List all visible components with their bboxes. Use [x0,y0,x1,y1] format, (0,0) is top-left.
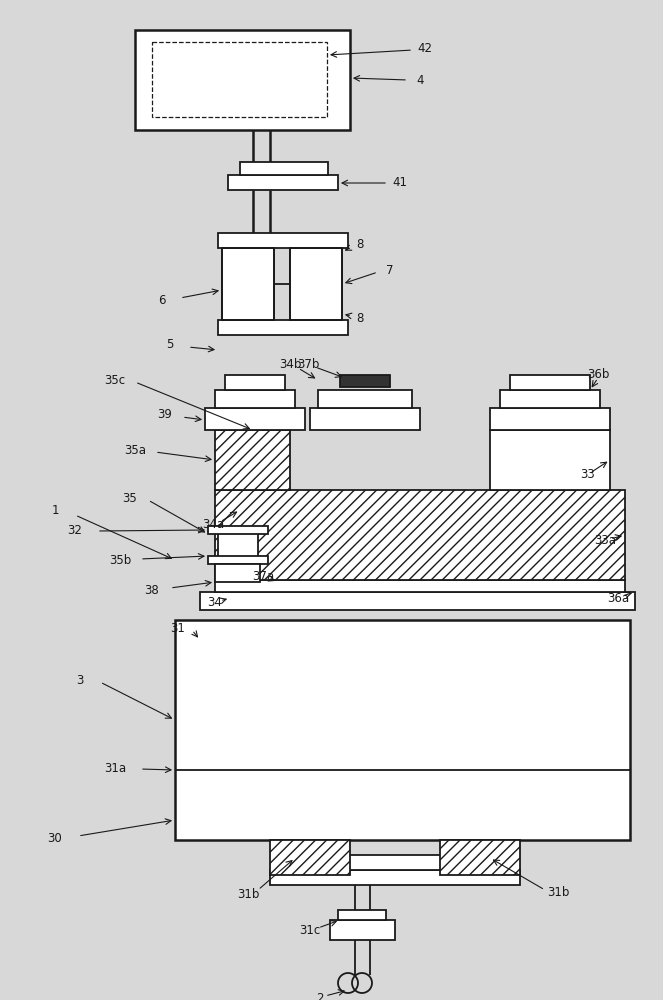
Text: 34: 34 [208,596,223,609]
Text: 39: 39 [158,408,172,422]
Bar [215,564,260,582]
Bar [152,42,327,117]
Bar [218,530,258,560]
Bar [338,910,386,920]
Bar [225,375,285,390]
Text: 31c: 31c [300,924,321,936]
Text: 5: 5 [166,338,174,352]
Text: 7: 7 [387,263,394,276]
Text: 1: 1 [51,504,59,516]
Bar [222,248,274,320]
Text: 31: 31 [170,621,186,635]
Text: 32: 32 [68,524,82,536]
Text: 41: 41 [392,176,408,190]
Text: 38: 38 [145,584,159,596]
Bar [205,408,305,430]
Text: 31a: 31a [104,762,126,774]
Text: 37a: 37a [252,570,274,582]
Text: 42: 42 [418,41,432,54]
Bar [330,855,460,870]
Text: 31b: 31b [237,888,259,902]
Bar [340,375,390,387]
Bar [228,175,338,190]
Bar [318,390,412,408]
Text: 37b: 37b [297,359,319,371]
Bar [215,390,295,408]
Bar [290,248,342,320]
Bar [218,320,348,335]
Text: 35: 35 [123,491,137,504]
Bar [135,30,350,130]
Text: 35a: 35a [124,444,146,456]
Bar [440,840,520,875]
Bar [208,526,268,534]
Bar [208,556,268,564]
Bar [200,592,635,610]
Text: 8: 8 [356,312,364,324]
Text: 8: 8 [356,238,364,251]
Text: 6: 6 [158,294,166,306]
Bar [222,248,274,320]
Bar [270,870,520,885]
Bar [270,840,350,875]
Text: 30: 30 [48,832,62,844]
Bar [218,233,348,248]
Bar [175,620,630,840]
Text: 35b: 35b [109,554,131,566]
Text: 35c: 35c [105,373,125,386]
Text: 2: 2 [316,992,324,1000]
Text: 36b: 36b [587,368,609,381]
Bar [215,580,625,592]
Text: 36a: 36a [607,591,629,604]
Bar [490,408,610,430]
Text: 34a: 34a [202,518,224,532]
Text: 33a: 33a [594,534,616,546]
Bar [240,162,328,175]
Bar [490,430,610,490]
Text: 31b: 31b [547,886,570,898]
Text: 34b: 34b [279,359,301,371]
Text: 4: 4 [416,74,424,87]
Bar [310,408,420,430]
Bar [215,490,625,580]
Bar [510,375,590,390]
Bar [215,430,290,490]
Text: 3: 3 [76,674,84,686]
Bar [290,248,342,320]
Bar [500,390,600,408]
Text: 33: 33 [581,468,595,482]
Bar [330,920,395,940]
